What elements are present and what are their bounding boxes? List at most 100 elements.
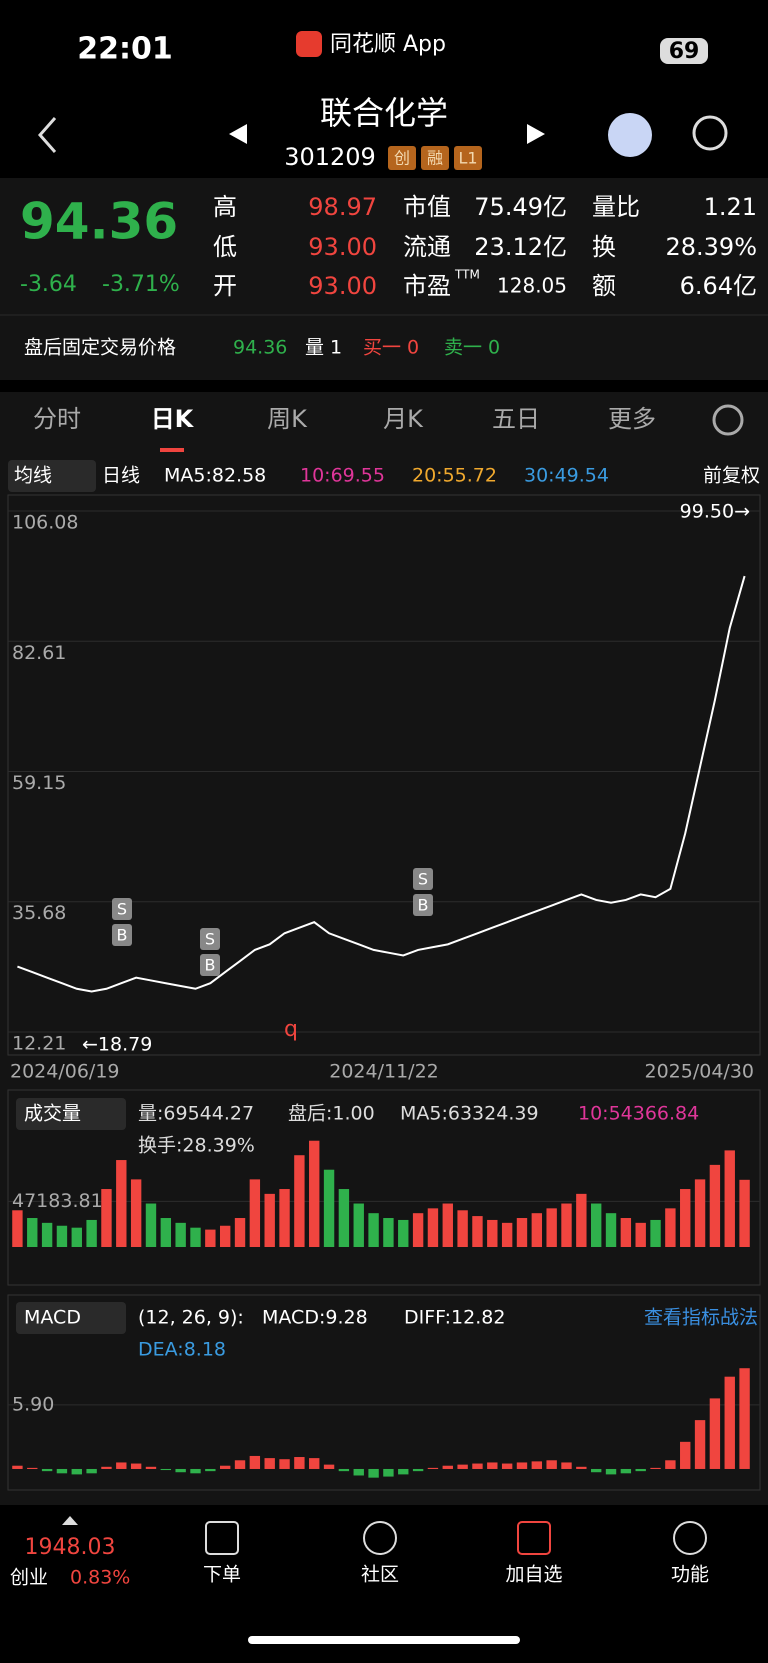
bar	[650, 1467, 661, 1469]
y-tick-label: 12.21	[12, 1033, 66, 1055]
x-label: 2024/11/22	[329, 1061, 439, 1083]
settings[interactable]	[712, 404, 744, 436]
bar	[620, 1468, 632, 1474]
tab[interactable]: 周K	[267, 405, 308, 433]
field-value: 28.39%	[665, 233, 757, 261]
bar	[219, 1465, 231, 1469]
bar	[412, 1213, 424, 1247]
bar	[145, 1466, 157, 1469]
nav-item[interactable]: 加自选	[505, 1564, 562, 1586]
bar	[145, 1203, 157, 1247]
tab[interactable]: 分时	[33, 405, 81, 433]
y-tick-label: 82.61	[12, 642, 66, 664]
ma-selector[interactable]: 均线	[14, 465, 52, 487]
bar	[516, 1218, 528, 1247]
bar	[694, 1420, 706, 1469]
index-value: 1948.03	[25, 1535, 116, 1560]
app-icon	[296, 31, 322, 57]
ma-selector-bg[interactable]	[8, 460, 96, 492]
nav-item[interactable]: 下单	[203, 1564, 241, 1586]
bar	[175, 1222, 186, 1247]
nav-item[interactable]: 社区	[361, 1564, 399, 1586]
link[interactable]: 查看指标战法	[644, 1307, 758, 1329]
high-label: 99.50→	[680, 501, 750, 523]
field-label: 额	[592, 272, 616, 300]
assistant[interactable]	[608, 113, 652, 157]
bar	[338, 1468, 350, 1472]
stat: 量:69544.27	[138, 1103, 254, 1125]
x-label: 2024/06/19	[10, 1061, 120, 1083]
buy-marker: B	[117, 926, 128, 945]
field-value: 93.00	[308, 233, 377, 261]
bar	[86, 1468, 97, 1474]
price-panel	[7, 494, 761, 1056]
battery-level: 69	[669, 39, 700, 64]
bar	[234, 1218, 246, 1247]
marker-bg	[200, 954, 220, 976]
bar	[160, 1468, 172, 1471]
selector[interactable]: MACD	[24, 1307, 81, 1329]
stat: 换手:28.39%	[138, 1135, 255, 1157]
field-value: 93.00	[308, 272, 377, 300]
app-name: 同花顺 App	[330, 32, 446, 57]
tab-underline	[160, 448, 184, 452]
bar	[665, 1460, 676, 1469]
bar	[71, 1468, 82, 1475]
bar	[130, 1179, 142, 1247]
badge: 创	[394, 149, 410, 168]
bar	[190, 1227, 201, 1247]
tab[interactable]: 月K	[383, 405, 424, 433]
price-line	[17, 575, 746, 993]
bar	[190, 1468, 201, 1474]
y-tick-label: 59.15	[12, 772, 66, 794]
bar	[694, 1179, 706, 1247]
bar	[234, 1460, 246, 1469]
tab[interactable]: 更多	[608, 405, 656, 433]
bar	[472, 1216, 483, 1247]
sell-marker: S	[418, 870, 428, 889]
bar	[398, 1468, 409, 1475]
nav-icon[interactable]	[363, 1521, 397, 1555]
buy-marker: B	[418, 896, 429, 915]
bar	[442, 1465, 453, 1469]
stat: 盘后:1.00	[288, 1103, 375, 1125]
tab[interactable]: 日K	[151, 405, 195, 433]
tab[interactable]: 五日	[492, 405, 540, 433]
bar	[205, 1468, 216, 1472]
field-value: 75.49亿	[474, 193, 567, 221]
search[interactable]	[692, 115, 728, 151]
stat: 10:54366.84	[578, 1103, 699, 1125]
volume-panel	[7, 1089, 761, 1286]
nav-item[interactable]: 功能	[671, 1564, 709, 1586]
bar	[353, 1203, 364, 1247]
nav-icon[interactable]	[673, 1521, 707, 1555]
bar	[561, 1462, 572, 1469]
adjust[interactable]: 前复权	[703, 465, 760, 487]
y-tick-label: 47183.81	[12, 1190, 103, 1212]
macd-panel	[7, 1294, 761, 1491]
field-sup: TTM	[454, 268, 480, 282]
selector-bg[interactable]	[16, 1302, 126, 1334]
bar	[219, 1225, 231, 1247]
ma30: 30:49.54	[524, 465, 609, 487]
ma20: 20:55.72	[412, 465, 497, 487]
bar	[309, 1458, 320, 1469]
bar	[427, 1208, 439, 1247]
nav-icon[interactable]	[205, 1521, 239, 1555]
field-value: 6.64亿	[680, 272, 757, 300]
field-label: 换	[592, 233, 616, 261]
back[interactable]	[37, 117, 57, 153]
field-value: 98.97	[308, 193, 377, 221]
home-indicator	[248, 1636, 520, 1644]
bar	[457, 1464, 468, 1469]
selector-bg[interactable]	[16, 1098, 126, 1130]
bar	[294, 1155, 305, 1247]
bar	[41, 1468, 53, 1472]
bar	[101, 1466, 112, 1469]
nav-icon[interactable]	[517, 1521, 551, 1555]
bar	[353, 1468, 364, 1476]
selector[interactable]: 成交量	[24, 1103, 81, 1125]
bar	[412, 1468, 424, 1472]
